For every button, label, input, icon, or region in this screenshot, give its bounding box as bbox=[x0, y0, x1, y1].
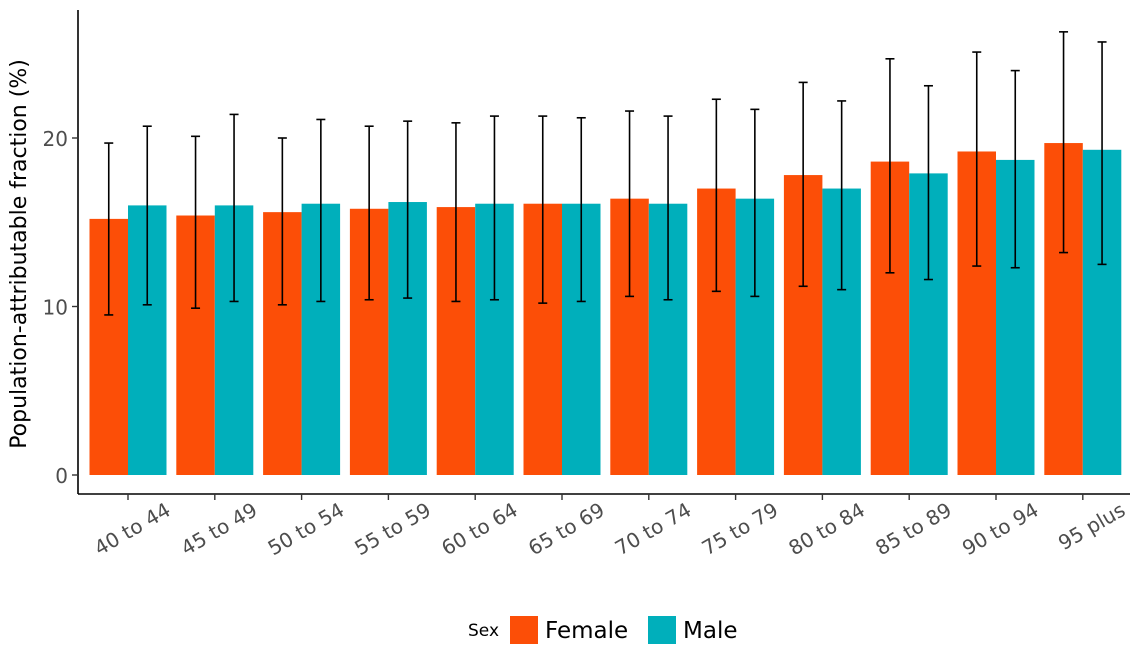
x-tick-label: 40 to 44 bbox=[90, 498, 174, 561]
error-bar-male bbox=[663, 115, 673, 301]
error-bar-female bbox=[972, 51, 982, 267]
bars-layer bbox=[89, 143, 1122, 476]
error-bar-male bbox=[1097, 41, 1107, 266]
y-axis-title: Population-attributable fraction (%) bbox=[7, 59, 32, 449]
error-bar-male bbox=[1010, 69, 1020, 269]
error-bar-female bbox=[104, 142, 114, 316]
error-bar-male bbox=[837, 100, 847, 291]
x-tick-label: 45 to 49 bbox=[177, 498, 261, 561]
error-bar-female bbox=[625, 110, 635, 298]
legend-label-female: Female bbox=[545, 618, 628, 644]
error-bar-female bbox=[711, 98, 721, 293]
legend-swatch-male bbox=[648, 616, 676, 644]
error-bar-female bbox=[277, 137, 287, 306]
x-tick-label: 50 to 54 bbox=[264, 498, 348, 561]
error-bar-female bbox=[798, 81, 808, 288]
error-bar-male bbox=[229, 113, 239, 303]
error-bar-male bbox=[142, 125, 152, 306]
x-tick-label: 60 to 64 bbox=[437, 498, 521, 561]
x-tick-label: 55 to 59 bbox=[350, 498, 434, 561]
error-bar-female bbox=[191, 135, 201, 309]
x-axis-ticks: 40 to 44 45 to 49 50 to 54 55 to 59 60 to 64… bbox=[90, 494, 1129, 560]
legend-label-male: Male bbox=[683, 618, 737, 644]
y-axis-ticks: 0 10 20 bbox=[43, 127, 78, 488]
x-tick-label: 65 to 69 bbox=[524, 498, 608, 561]
x-tick-label: 95 plus bbox=[1054, 498, 1129, 555]
error-bar-male bbox=[750, 108, 760, 298]
y-tick-label: 10 bbox=[43, 296, 68, 320]
error-bar-male bbox=[576, 116, 586, 303]
error-bar-male bbox=[403, 120, 413, 299]
legend-swatch-female bbox=[510, 616, 538, 644]
x-tick-label: 70 to 74 bbox=[611, 498, 695, 561]
errorbars-layer bbox=[104, 31, 1107, 316]
error-bar-male bbox=[489, 115, 499, 301]
y-tick-label: 20 bbox=[43, 127, 68, 151]
legend: Sex Female Male bbox=[468, 616, 737, 644]
error-bar-male bbox=[923, 84, 933, 281]
legend-title: Sex bbox=[468, 621, 499, 641]
error-bar-female bbox=[364, 125, 374, 301]
error-bar-female bbox=[885, 58, 895, 274]
error-bar-female bbox=[1059, 31, 1069, 254]
x-tick-label: 90 to 94 bbox=[958, 498, 1042, 561]
x-tick-label: 80 to 84 bbox=[784, 498, 868, 561]
error-bar-female bbox=[451, 122, 461, 303]
error-bar-male bbox=[316, 118, 326, 303]
error-bar-female bbox=[538, 115, 548, 304]
x-tick-label: 75 to 79 bbox=[698, 498, 782, 561]
x-tick-label: 85 to 89 bbox=[871, 498, 955, 561]
y-tick-label: 0 bbox=[55, 464, 68, 488]
